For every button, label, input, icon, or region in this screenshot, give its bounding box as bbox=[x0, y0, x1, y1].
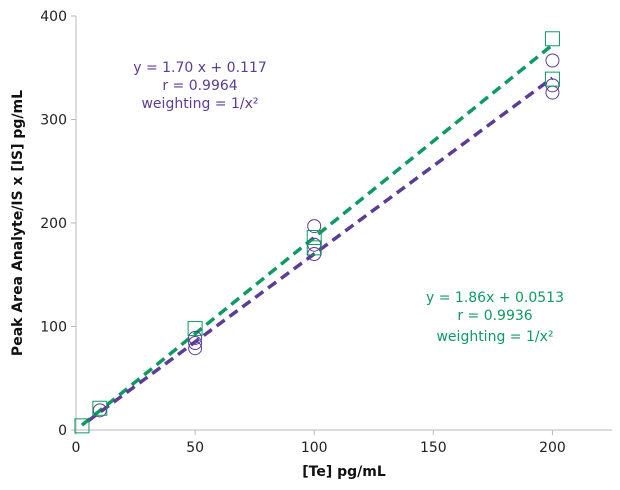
y-tick-label: 0 bbox=[58, 423, 67, 439]
x-tick-label: 150 bbox=[420, 440, 447, 456]
square-marker bbox=[544, 71, 560, 87]
square-marker bbox=[74, 418, 90, 434]
data-points bbox=[74, 31, 560, 434]
circle-marker bbox=[545, 85, 560, 100]
circle-marker bbox=[188, 341, 203, 356]
square-marker bbox=[92, 400, 108, 416]
annotation-line: weighting = 1/x² bbox=[436, 329, 553, 345]
y-tick-label: 200 bbox=[40, 216, 67, 232]
fit-lines bbox=[80, 43, 554, 427]
x-tick-label: 50 bbox=[186, 440, 204, 456]
x-axis-label: [Te] pg/mL bbox=[302, 464, 386, 480]
purple-fit-annotation: y = 1.70 x + 0.117 r = 0.9964 weighting … bbox=[133, 60, 267, 112]
fit-line bbox=[86, 76, 554, 423]
square-marker bbox=[306, 229, 322, 245]
circle-marker bbox=[188, 336, 203, 351]
circle-marker bbox=[545, 53, 560, 68]
circle-marker bbox=[188, 330, 203, 345]
annotation-line: weighting = 1/x² bbox=[141, 96, 258, 112]
axes: 0 50 100 150 200 0 100 200 300 400 bbox=[40, 9, 612, 456]
annotation-line: r = 0.9964 bbox=[162, 78, 237, 94]
x-tick-label: 200 bbox=[539, 440, 566, 456]
square-marker bbox=[187, 321, 203, 337]
annotation-line: y = 1.86x + 0.0513 bbox=[426, 290, 564, 306]
square-marker bbox=[306, 240, 322, 256]
x-tick-label: 0 bbox=[72, 440, 81, 456]
green-fit-annotation: y = 1.86x + 0.0513 r = 0.9936 weighting … bbox=[426, 290, 564, 345]
square-marker bbox=[544, 31, 560, 47]
y-axis-label: Peak Area Analyte/IS x [IS] pg/mL bbox=[10, 90, 26, 356]
fit-line bbox=[80, 43, 554, 427]
y-tick-label: 400 bbox=[40, 9, 67, 25]
circle-marker bbox=[545, 78, 560, 93]
y-tick-label: 300 bbox=[40, 113, 67, 129]
x-tick-label: 100 bbox=[301, 440, 328, 456]
annotation-line: y = 1.70 x + 0.117 bbox=[133, 60, 267, 76]
annotation-line: r = 0.9936 bbox=[457, 308, 532, 324]
y-tick-label: 100 bbox=[40, 320, 67, 336]
circle-marker bbox=[307, 219, 322, 234]
